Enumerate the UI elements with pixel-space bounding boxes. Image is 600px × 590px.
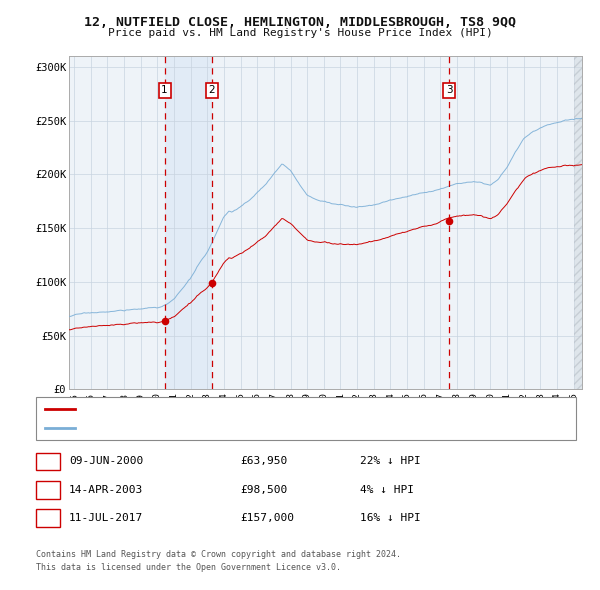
Text: This data is licensed under the Open Government Licence v3.0.: This data is licensed under the Open Gov… — [36, 563, 341, 572]
Text: 09-JUN-2000: 09-JUN-2000 — [69, 457, 143, 466]
Bar — [574, 56, 582, 389]
Text: 16% ↓ HPI: 16% ↓ HPI — [360, 513, 421, 523]
Text: 1: 1 — [44, 457, 52, 466]
Text: 12, NUTFIELD CLOSE, HEMLINGTON, MIDDLESBROUGH, TS8 9QQ: 12, NUTFIELD CLOSE, HEMLINGTON, MIDDLESB… — [84, 16, 516, 29]
Text: £63,950: £63,950 — [240, 457, 287, 466]
Text: 3: 3 — [44, 513, 52, 523]
Text: £98,500: £98,500 — [240, 485, 287, 494]
Text: 14-APR-2003: 14-APR-2003 — [69, 485, 143, 494]
Text: 2: 2 — [209, 86, 215, 96]
Text: 2: 2 — [44, 485, 52, 494]
Bar — [164, 56, 212, 389]
Text: Contains HM Land Registry data © Crown copyright and database right 2024.: Contains HM Land Registry data © Crown c… — [36, 550, 401, 559]
Text: Price paid vs. HM Land Registry's House Price Index (HPI): Price paid vs. HM Land Registry's House … — [107, 28, 493, 38]
Text: 12, NUTFIELD CLOSE, HEMLINGTON, MIDDLESBROUGH, TS8 9QQ (detached house): 12, NUTFIELD CLOSE, HEMLINGTON, MIDDLESB… — [79, 404, 461, 413]
Text: 22% ↓ HPI: 22% ↓ HPI — [360, 457, 421, 466]
Text: 3: 3 — [446, 86, 452, 96]
Text: £157,000: £157,000 — [240, 513, 294, 523]
Text: 11-JUL-2017: 11-JUL-2017 — [69, 513, 143, 523]
Text: 1: 1 — [161, 86, 168, 96]
Text: 4% ↓ HPI: 4% ↓ HPI — [360, 485, 414, 494]
Text: HPI: Average price, detached house, Middlesbrough: HPI: Average price, detached house, Midd… — [79, 424, 343, 432]
